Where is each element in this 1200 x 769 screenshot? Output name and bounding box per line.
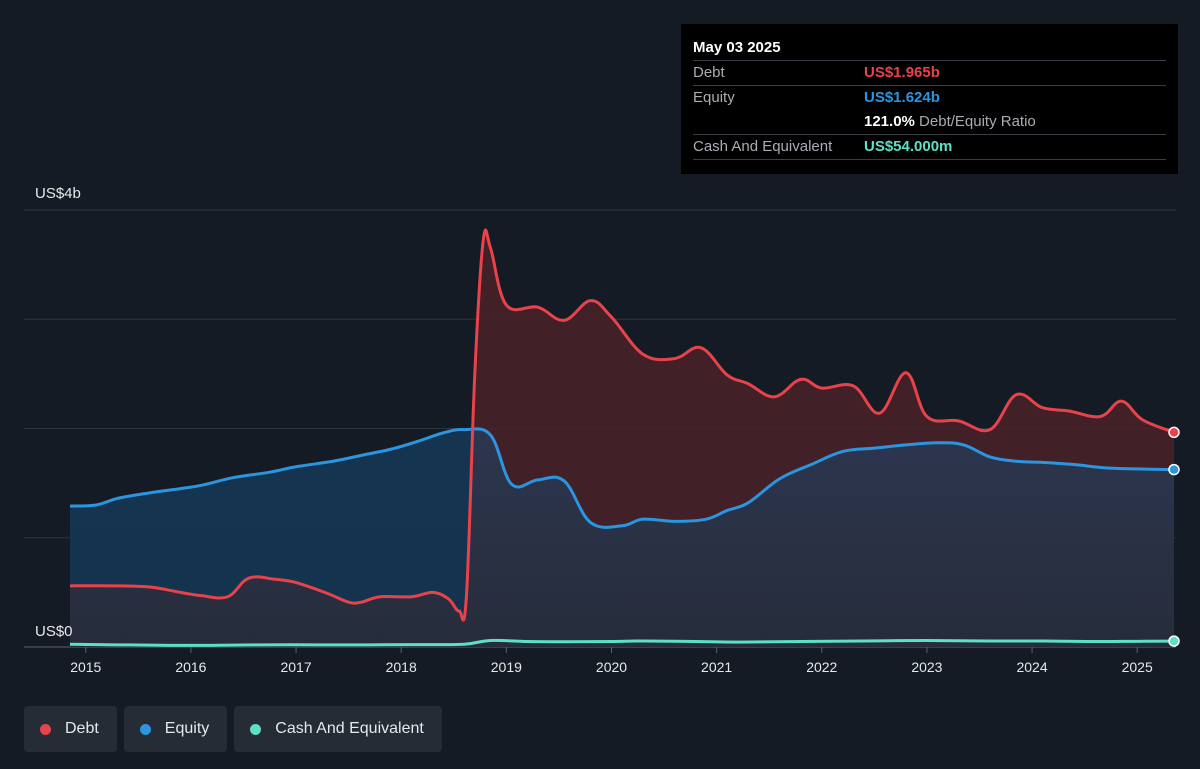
tooltip-cash-value: US$54.000m xyxy=(864,138,953,155)
tooltip-debt-label: Debt xyxy=(693,64,725,81)
cash-line xyxy=(69,638,1175,647)
tooltip-debt-row: Debt US$1.965b xyxy=(693,60,1166,85)
tooltip-equity-row: Equity US$1.624b xyxy=(693,85,1166,110)
x-tick-label: 2015 xyxy=(70,659,101,675)
series-areas xyxy=(70,230,1174,647)
tooltip-panel: May 03 2025 Debt US$1.965b Equity US$1.6… xyxy=(681,24,1178,174)
tooltip-ratio-label: Debt/Equity Ratio xyxy=(919,113,1036,130)
tooltip-cash-row: Cash And Equivalent US$54.000m xyxy=(693,134,1166,160)
tooltip-ratio-row: 121.0% Debt/Equity Ratio xyxy=(693,110,1166,134)
legend-item-equity[interactable]: Equity xyxy=(123,706,228,752)
x-tick-label: 2021 xyxy=(701,659,732,675)
x-axis-ticks: 2015 2016 2017 2018 2019 2020 2021 2022 2023 2024… xyxy=(70,647,1153,675)
cash-end-marker xyxy=(1168,635,1180,647)
x-tick-label: 2025 xyxy=(1122,659,1153,675)
legend-item-cash[interactable]: Cash And Equivalent xyxy=(234,706,442,752)
series-lines xyxy=(69,228,1180,647)
x-tick-label: 2018 xyxy=(386,659,417,675)
debt-area xyxy=(70,230,1174,528)
cash-dot-icon xyxy=(250,723,262,735)
equity-end-marker xyxy=(1168,463,1180,476)
x-tick-label: 2022 xyxy=(806,659,837,675)
x-tick-label: 2020 xyxy=(596,659,627,675)
legend-item-debt[interactable]: Debt xyxy=(24,706,117,752)
y-axis-top-label: US$4b xyxy=(35,185,81,202)
tooltip-ratio-value: 121.0% xyxy=(864,113,915,130)
equity-line xyxy=(69,427,1175,529)
legend-label-debt: Debt xyxy=(65,720,99,737)
x-tick-label: 2023 xyxy=(911,659,942,675)
debt-end-marker xyxy=(1168,426,1180,439)
legend-label-cash: Cash And Equivalent xyxy=(275,720,424,737)
y-axis-bottom-label: US$0 xyxy=(35,623,73,640)
debt-line xyxy=(69,228,1175,622)
tooltip-debt-value: US$1.965b xyxy=(864,64,940,81)
tooltip-ratio: 121.0% Debt/Equity Ratio xyxy=(864,110,1036,134)
x-tick-label: 2019 xyxy=(491,659,522,675)
tooltip-equity-label: Equity xyxy=(693,89,735,106)
equity-dot-icon xyxy=(139,723,151,735)
legend-label-equity: Equity xyxy=(164,720,210,737)
x-tick-label: 2017 xyxy=(280,659,311,675)
debt-dot-icon xyxy=(40,723,51,735)
legend: Debt Equity Cash And Equivalent xyxy=(24,706,442,752)
tooltip-cash-label: Cash And Equivalent xyxy=(693,138,833,155)
x-tick-label: 2016 xyxy=(175,659,206,675)
tooltip-equity-value: US$1.624b xyxy=(864,89,940,106)
x-tick-label: 2024 xyxy=(1016,659,1047,675)
tooltip-date: May 03 2025 xyxy=(693,39,781,56)
